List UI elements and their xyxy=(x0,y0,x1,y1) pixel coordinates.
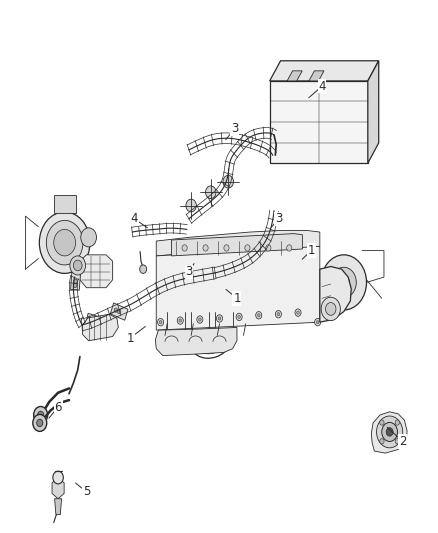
Circle shape xyxy=(331,267,356,297)
Circle shape xyxy=(216,315,222,322)
Circle shape xyxy=(33,415,47,431)
Polygon shape xyxy=(155,327,237,356)
Circle shape xyxy=(198,318,201,321)
Circle shape xyxy=(179,319,181,322)
Polygon shape xyxy=(286,71,301,81)
Polygon shape xyxy=(53,195,75,214)
Circle shape xyxy=(314,318,320,326)
Circle shape xyxy=(93,320,97,324)
Circle shape xyxy=(202,245,208,251)
Circle shape xyxy=(376,416,402,448)
Circle shape xyxy=(244,245,250,251)
Circle shape xyxy=(81,228,96,247)
Circle shape xyxy=(177,317,183,324)
Text: 4: 4 xyxy=(131,212,138,225)
Text: 6: 6 xyxy=(54,400,62,414)
Polygon shape xyxy=(71,272,80,290)
Circle shape xyxy=(316,320,318,324)
Text: 3: 3 xyxy=(274,212,282,225)
Circle shape xyxy=(223,245,229,251)
Circle shape xyxy=(34,407,47,423)
Circle shape xyxy=(74,279,77,284)
Polygon shape xyxy=(52,478,64,499)
Polygon shape xyxy=(85,313,105,331)
Polygon shape xyxy=(82,314,118,341)
Polygon shape xyxy=(110,303,128,320)
Polygon shape xyxy=(308,71,323,81)
Circle shape xyxy=(296,311,299,314)
Text: 1: 1 xyxy=(233,292,240,305)
Circle shape xyxy=(325,303,335,316)
Circle shape xyxy=(53,471,63,484)
Circle shape xyxy=(39,212,90,273)
Circle shape xyxy=(223,175,233,188)
Circle shape xyxy=(394,439,399,444)
Circle shape xyxy=(114,308,117,312)
Circle shape xyxy=(185,199,196,212)
Polygon shape xyxy=(319,266,350,322)
Text: 4: 4 xyxy=(318,80,325,93)
Circle shape xyxy=(379,439,383,444)
Polygon shape xyxy=(54,499,61,515)
Polygon shape xyxy=(367,61,378,163)
Polygon shape xyxy=(156,246,319,330)
Circle shape xyxy=(286,245,291,251)
Circle shape xyxy=(379,420,383,425)
Circle shape xyxy=(265,245,270,251)
Circle shape xyxy=(37,419,43,426)
Polygon shape xyxy=(171,233,302,256)
Circle shape xyxy=(275,311,281,318)
Circle shape xyxy=(394,420,399,425)
Polygon shape xyxy=(80,255,113,288)
Circle shape xyxy=(139,265,146,273)
Circle shape xyxy=(381,422,396,441)
Text: 3: 3 xyxy=(230,122,238,135)
Polygon shape xyxy=(269,61,378,81)
Polygon shape xyxy=(269,81,367,163)
Circle shape xyxy=(117,310,120,314)
Circle shape xyxy=(157,318,163,326)
Circle shape xyxy=(38,411,44,419)
Circle shape xyxy=(337,276,349,289)
Circle shape xyxy=(70,256,85,275)
Circle shape xyxy=(218,317,220,320)
Circle shape xyxy=(276,313,279,316)
Circle shape xyxy=(321,297,339,320)
Circle shape xyxy=(257,314,259,317)
Circle shape xyxy=(237,316,240,318)
Text: 1: 1 xyxy=(126,332,134,344)
Text: 1: 1 xyxy=(307,244,314,257)
Polygon shape xyxy=(371,412,406,453)
Circle shape xyxy=(294,309,300,317)
Circle shape xyxy=(385,427,392,436)
Text: 3: 3 xyxy=(185,265,192,278)
Text: 2: 2 xyxy=(398,435,406,448)
Circle shape xyxy=(182,245,187,251)
Circle shape xyxy=(236,313,242,320)
Circle shape xyxy=(321,255,366,310)
Circle shape xyxy=(73,284,77,288)
Circle shape xyxy=(159,320,162,324)
Circle shape xyxy=(53,229,75,256)
Circle shape xyxy=(205,186,215,199)
Circle shape xyxy=(73,260,82,271)
Circle shape xyxy=(46,220,83,265)
Circle shape xyxy=(196,316,202,323)
Circle shape xyxy=(255,312,261,319)
Circle shape xyxy=(90,319,93,323)
Polygon shape xyxy=(156,230,319,256)
Text: 5: 5 xyxy=(83,486,90,498)
